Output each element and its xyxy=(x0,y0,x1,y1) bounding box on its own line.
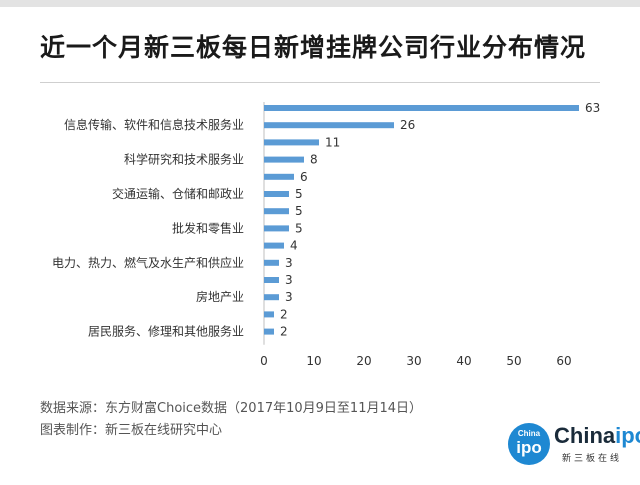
title-divider xyxy=(40,82,600,83)
bar xyxy=(264,208,289,215)
bar xyxy=(264,139,319,146)
data-label: 5 xyxy=(295,221,303,235)
x-tick-label: 50 xyxy=(506,354,521,368)
bar xyxy=(264,328,274,335)
x-tick-label: 40 xyxy=(456,354,471,368)
data-label: 5 xyxy=(295,204,303,218)
bar xyxy=(264,259,279,266)
x-tick-label: 10 xyxy=(306,354,321,368)
chart-credit-text: 图表制作：新三板在线研究中心 xyxy=(40,423,223,438)
logo-subtitle: 新三板在线 xyxy=(562,454,623,464)
data-label: 3 xyxy=(285,273,293,287)
logo-word-blue: ipo xyxy=(615,423,640,448)
x-tick-label: 20 xyxy=(356,354,371,368)
logo-badge: China ipo xyxy=(508,423,550,465)
bar xyxy=(264,311,274,318)
category-label: 房地产业 xyxy=(196,289,244,304)
source-block: 数据来源：东方财富Choice数据（2017年10月9日至11月14日） 图表制… xyxy=(40,398,422,442)
bar xyxy=(264,277,279,283)
bar-chart: 63 26 信息传输、软件和信息技术服务业 11 8 科学研究和技术服务业 6 5 交通运输、仓… xyxy=(52,101,600,368)
category-label: 电力、热力、燃气及水生产和供应业 xyxy=(52,255,244,270)
data-label: 5 xyxy=(295,187,303,201)
bar xyxy=(264,156,304,163)
data-source-text: 数据来源：东方财富Choice数据（2017年10月9日至11月14日） xyxy=(40,401,423,416)
bar xyxy=(264,225,289,232)
category-label: 交通运输、仓储和邮政业 xyxy=(112,186,244,201)
category-label: 信息传输、软件和信息技术服务业 xyxy=(64,117,244,132)
bar xyxy=(264,294,279,301)
x-tick-label: 60 xyxy=(556,354,571,368)
data-label: 2 xyxy=(280,307,288,321)
data-label: 11 xyxy=(325,135,340,149)
data-label: 3 xyxy=(285,290,293,304)
chart-title: 近一个月新三板每日新增挂牌公司行业分布情况 xyxy=(40,33,587,62)
data-label: 3 xyxy=(285,256,293,270)
data-label: 4 xyxy=(290,239,298,253)
data-label: 8 xyxy=(310,153,318,167)
data-label: 63 xyxy=(585,101,600,115)
data-label: 2 xyxy=(280,325,288,339)
category-label: 批发和零售业 xyxy=(172,220,244,235)
bar xyxy=(264,105,579,111)
data-label: 26 xyxy=(400,118,415,132)
x-tick-label: 0 xyxy=(260,354,268,368)
x-tick-label: 30 xyxy=(406,354,421,368)
bar xyxy=(264,242,284,249)
logo-word-dark: China xyxy=(554,423,616,448)
category-label: 居民服务、修理和其他服务业 xyxy=(88,324,244,339)
bar xyxy=(264,122,394,129)
bar xyxy=(264,173,294,180)
category-label: 科学研究和技术服务业 xyxy=(124,152,244,167)
logo-badge-small-text: China xyxy=(517,429,541,438)
data-label: 6 xyxy=(300,170,308,184)
logo-badge-main-text: ipo xyxy=(516,438,542,457)
bar xyxy=(264,191,289,197)
header-bar xyxy=(0,0,640,7)
